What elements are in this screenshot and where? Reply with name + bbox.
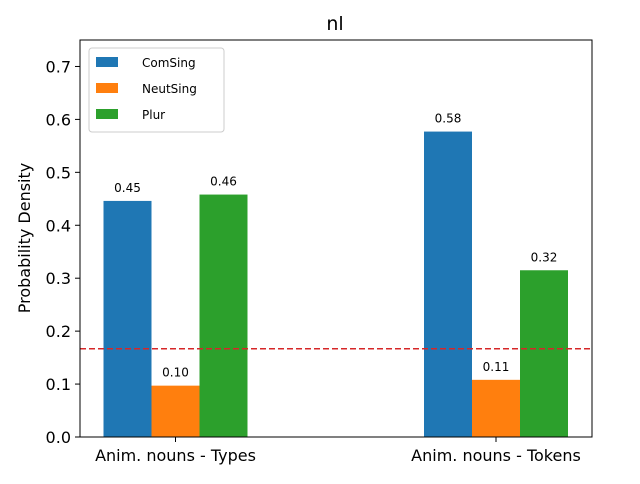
- y-tick-label: 0.1: [46, 375, 71, 394]
- y-axis: 0.0 0.1 0.2 0.3 0.4 0.5 0.6 0.7: [46, 57, 80, 447]
- bar-plur: [199, 194, 248, 437]
- bar-value-label: 0.46: [210, 175, 237, 189]
- legend-swatch-comsing: [96, 57, 118, 67]
- x-axis: Anim. nouns - Types Anim. nouns - Tokens: [95, 437, 581, 465]
- bar-value-label: 0.32: [531, 250, 558, 264]
- legend-label-neutsing: NeutSing: [142, 82, 197, 96]
- bar-value-label: 0.45: [114, 181, 141, 195]
- bar-value-label: 0.11: [483, 360, 510, 374]
- y-tick-label: 0.5: [46, 163, 71, 182]
- bar-value-label: 0.10: [162, 366, 189, 380]
- legend-label-plur: Plur: [142, 108, 165, 122]
- x-tick-label: Anim. nouns - Tokens: [411, 446, 581, 465]
- bar-comsing: [103, 200, 152, 437]
- y-tick-label: 0.4: [46, 216, 71, 235]
- legend-swatch-plur: [96, 109, 118, 119]
- bar-neutsing: [472, 379, 520, 437]
- bar-plur: [520, 270, 568, 437]
- bar-value-labels: 0.45 0.10 0.46 0.58 0.11 0.32: [114, 112, 557, 380]
- y-tick-label: 0.2: [46, 322, 71, 341]
- bar-value-label: 0.58: [435, 112, 462, 126]
- legend-label-comsing: ComSing: [142, 56, 196, 70]
- bar-neutsing: [151, 385, 200, 437]
- y-tick-label: 0.7: [46, 57, 71, 76]
- legend-swatch-neutsing: [96, 83, 118, 93]
- y-axis-title: Probability Density: [15, 163, 34, 314]
- y-tick-label: 0.6: [46, 110, 71, 129]
- legend: ComSing NeutSing Plur: [88, 47, 225, 133]
- bar-comsing: [424, 131, 472, 438]
- bars-group: [103, 131, 568, 438]
- chart-title: nl: [326, 13, 343, 35]
- y-tick-label: 0.3: [46, 269, 71, 288]
- x-tick-label: Anim. nouns - Types: [95, 446, 256, 465]
- y-tick-label: 0.0: [46, 428, 71, 447]
- plot-frame: [79, 39, 593, 438]
- legend-box: [88, 47, 225, 133]
